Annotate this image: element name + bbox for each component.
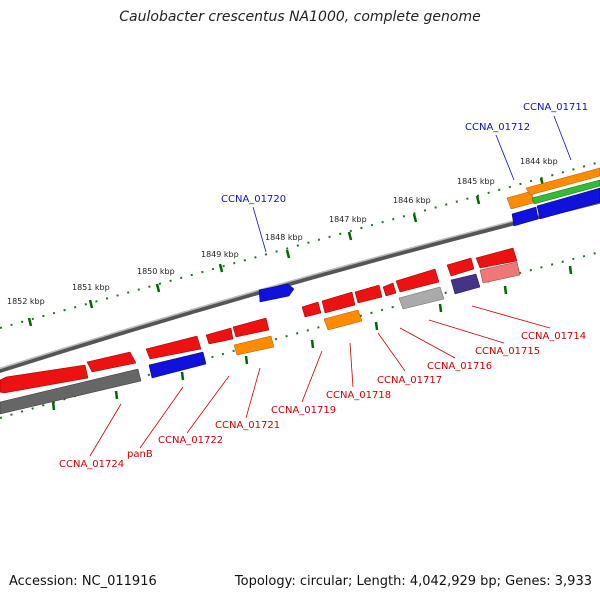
label-panb: panB	[127, 449, 153, 460]
gene-ccna-01712[interactable]	[525, 167, 600, 196]
gene-green[interactable]	[531, 179, 600, 205]
gene-ccna-01717[interactable]	[395, 268, 440, 293]
gene-blue-right-small[interactable]	[511, 206, 539, 227]
gene-ccna-01711[interactable]	[536, 187, 600, 220]
kbp-label-1845: 1845 kbp	[457, 177, 495, 186]
gene-light-gray[interactable]	[398, 286, 445, 310]
gene-orange-top[interactable]	[506, 190, 534, 210]
kbp-label-1848: 1848 kbp	[265, 233, 303, 242]
kbp-major-ticks	[27, 177, 573, 411]
kbp-label-1852: 1852 kbp	[7, 297, 45, 306]
top-leader-lines	[252, 115, 572, 253]
gene-gray-large[interactable]	[0, 368, 142, 415]
gene-pan-b[interactable]	[145, 335, 202, 360]
accession-label: Accession: NC_011916	[9, 574, 157, 589]
gene-ccna-01721[interactable]	[233, 335, 275, 356]
kbp-label-1849: 1849 kbp	[201, 250, 239, 259]
label-ccna-01714: CCNA_01714	[521, 331, 586, 342]
label-ccna-01722: CCNA_01722	[158, 435, 223, 446]
label-ccna-01717: CCNA_01717	[377, 375, 442, 386]
label-ccna-01719: CCNA_01719	[271, 405, 336, 416]
kbp-label-1851: 1851 kbp	[72, 283, 110, 292]
label-ccna-01711: CCNA_01711	[523, 102, 588, 113]
map-title: Caulobacter crescentus NA1000, complete …	[119, 9, 481, 25]
gene-blue-panb[interactable]	[148, 351, 207, 379]
label-ccna-01721: CCNA_01721	[215, 420, 280, 431]
reverse-strand-genes	[0, 187, 600, 415]
gene-ccna-01720[interactable]	[258, 283, 295, 303]
gene-pink[interactable]	[479, 261, 521, 284]
label-ccna-01712: CCNA_01712	[465, 122, 530, 133]
bottom-leader-lines	[89, 305, 551, 457]
gene-red-b[interactable]	[205, 327, 234, 345]
kbp-label-1847: 1847 kbp	[329, 215, 367, 224]
gene-red-a[interactable]	[86, 351, 137, 373]
label-ccna-01715: CCNA_01715	[475, 346, 540, 357]
gene-ccna-01724[interactable]	[0, 364, 89, 394]
label-ccna-01720: CCNA_01720	[221, 194, 286, 205]
gene-ccna-01719[interactable]	[321, 291, 356, 314]
gene-purple[interactable]	[450, 273, 481, 295]
kbp-label-1844: 1844 kbp	[520, 157, 558, 166]
label-ccna-01724: CCNA_01724	[59, 459, 124, 470]
label-ccna-01716: CCNA_01716	[427, 361, 492, 372]
label-ccna-01718: CCNA_01718	[326, 390, 391, 401]
gene-orange-b[interactable]	[323, 309, 363, 331]
kbp-label-1846: 1846 kbp	[393, 196, 431, 205]
kbp-label-1850: 1850 kbp	[137, 267, 175, 276]
gene-ccna-01715[interactable]	[475, 247, 518, 269]
genome-summary: Topology: circular; Length: 4,042,929 bp…	[234, 574, 592, 589]
gene-ccna-01722[interactable]	[232, 317, 270, 338]
gene-ccna-01718[interactable]	[354, 284, 383, 304]
gene-ccna-01716[interactable]	[446, 257, 475, 277]
gene-red-d[interactable]	[382, 282, 397, 297]
gene-red-c[interactable]	[301, 301, 322, 318]
forward-strand-genes	[258, 167, 600, 303]
